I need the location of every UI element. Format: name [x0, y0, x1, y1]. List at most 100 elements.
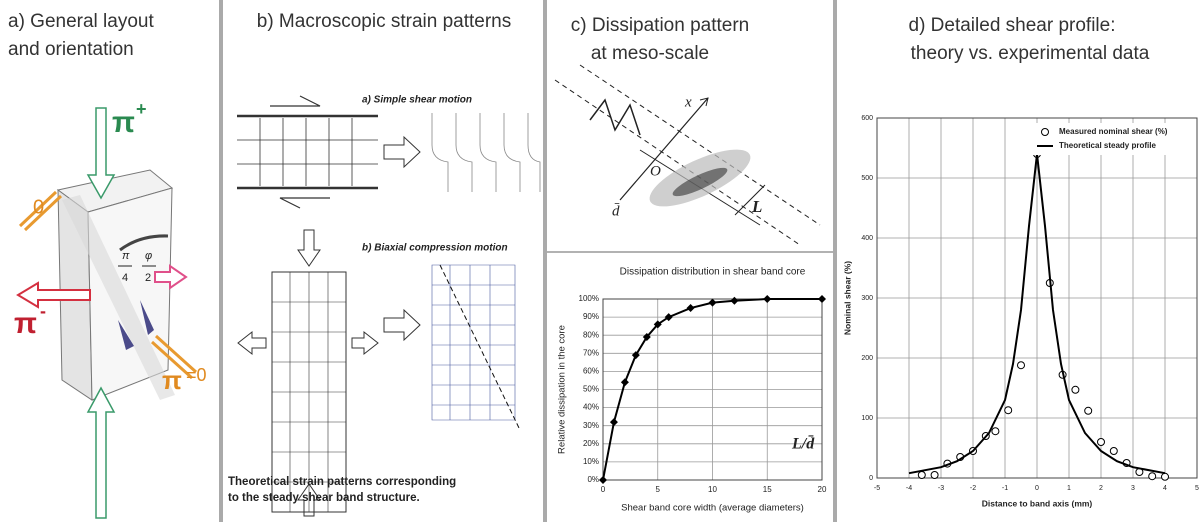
plot-frame	[876, 117, 1198, 479]
caption: to the steady shear band structure.	[228, 492, 420, 504]
data-point	[991, 427, 1000, 436]
arrow	[351, 330, 379, 356]
x-axis-label: Shear band core width (average diameters…	[621, 503, 804, 514]
shear-arrow	[270, 95, 330, 209]
y-tick-label: 0	[869, 475, 873, 482]
data-point	[1148, 472, 1157, 481]
annotation: L/d̄	[791, 434, 815, 453]
y-tick-label: 70%	[583, 348, 599, 357]
band-mark	[118, 320, 134, 350]
data-point	[1071, 385, 1080, 394]
x-tick-label: -1	[1002, 485, 1008, 492]
y-tick-label: 100	[861, 415, 873, 422]
y-tick-label: 300	[861, 295, 873, 302]
data-point	[1004, 406, 1013, 415]
particle-core	[672, 167, 728, 197]
data-point	[609, 418, 618, 427]
arrow	[383, 135, 421, 169]
y-tick-label: 20%	[583, 439, 599, 448]
data-point	[1097, 438, 1105, 446]
x-axis-label: Distance to band axis (mm)	[982, 498, 1093, 508]
y-axis-label: Relative dissipation in the core	[557, 325, 568, 454]
label: d̄	[612, 203, 620, 219]
y-tick-label: 50%	[583, 385, 599, 394]
label: π	[162, 365, 182, 395]
x-tick-label: 20	[818, 485, 827, 494]
y-tick-label: 40%	[583, 403, 599, 412]
x-tick-label: -5	[874, 485, 880, 492]
data-point	[1017, 361, 1025, 370]
shear-band	[62, 195, 175, 400]
panel-title: c) Dissipation pattern	[571, 15, 749, 36]
axis-arrow	[619, 97, 709, 201]
strain-diagram	[237, 95, 541, 517]
label: =0	[186, 365, 207, 385]
x-tick-label: 10	[708, 485, 717, 494]
grid	[272, 272, 346, 512]
x-tick-label: 5	[1195, 485, 1199, 492]
y-tick-label: 500	[861, 175, 873, 182]
panel-title: theory vs. experimental data	[911, 43, 1150, 64]
label: +	[136, 99, 147, 119]
arrow	[154, 264, 188, 290]
panel-title: b) Macroscopic strain patterns	[257, 11, 512, 32]
panel-title: d) Detailed shear profile:	[909, 15, 1116, 36]
data-point	[708, 298, 717, 307]
data-point	[664, 313, 673, 322]
x-tick-label: 15	[763, 485, 772, 494]
data-point	[930, 471, 939, 479]
label: a) Simple shear motion	[362, 95, 472, 106]
arrow	[16, 281, 91, 309]
zero-mark	[154, 334, 198, 374]
band-edge	[579, 64, 821, 226]
data-point	[730, 296, 739, 305]
data-point	[653, 320, 662, 329]
label: φ	[145, 250, 152, 262]
x-tick-label: -2	[970, 485, 976, 492]
label: b) Biaxial compression motion	[362, 243, 508, 254]
dimension	[734, 184, 766, 216]
data-point	[599, 476, 607, 484]
zero-mark	[150, 340, 194, 380]
band-axis	[439, 264, 521, 431]
angle-arc	[119, 234, 169, 252]
arrow	[297, 229, 321, 267]
data-point	[686, 304, 695, 313]
data-point	[818, 295, 826, 303]
zero-mark	[23, 194, 63, 232]
deformed-lines	[431, 113, 541, 192]
x-tick-label: 2	[1099, 485, 1103, 492]
x-tick-label: 4	[1163, 485, 1167, 492]
label: 4	[122, 272, 128, 284]
band-mark	[140, 300, 154, 335]
label: π	[14, 307, 37, 340]
series-line	[602, 298, 822, 481]
separator	[219, 0, 223, 522]
y-tick-label: 80%	[583, 330, 599, 339]
meso-diagram	[554, 64, 821, 246]
arrow	[297, 483, 321, 517]
label: 2	[145, 272, 151, 284]
data-point	[642, 333, 651, 342]
legend-label: Theoretical steady profile	[1059, 141, 1156, 150]
data-point	[1109, 447, 1118, 455]
data-point	[1161, 472, 1169, 481]
label: O	[650, 163, 661, 179]
y-tick-label: 10%	[583, 457, 599, 466]
orientation-diagram: π + π - π =0 0 π 4 φ 2	[14, 99, 207, 519]
label: π	[112, 106, 135, 139]
y-axis-label: Nominal shear (%)	[842, 261, 852, 335]
separator	[543, 0, 547, 522]
x-tick-label: 0	[1035, 485, 1039, 492]
x-tick-label: -3	[938, 485, 944, 492]
y-tick-label: 90%	[583, 312, 599, 321]
panel-title: and orientation	[8, 39, 134, 60]
label: -	[40, 301, 46, 321]
y-tick-label: 100%	[579, 294, 599, 303]
y-tick-label: 600	[861, 115, 873, 122]
y-tick-label: 0%	[587, 475, 599, 484]
data-point	[631, 351, 640, 360]
data-point	[620, 378, 629, 387]
